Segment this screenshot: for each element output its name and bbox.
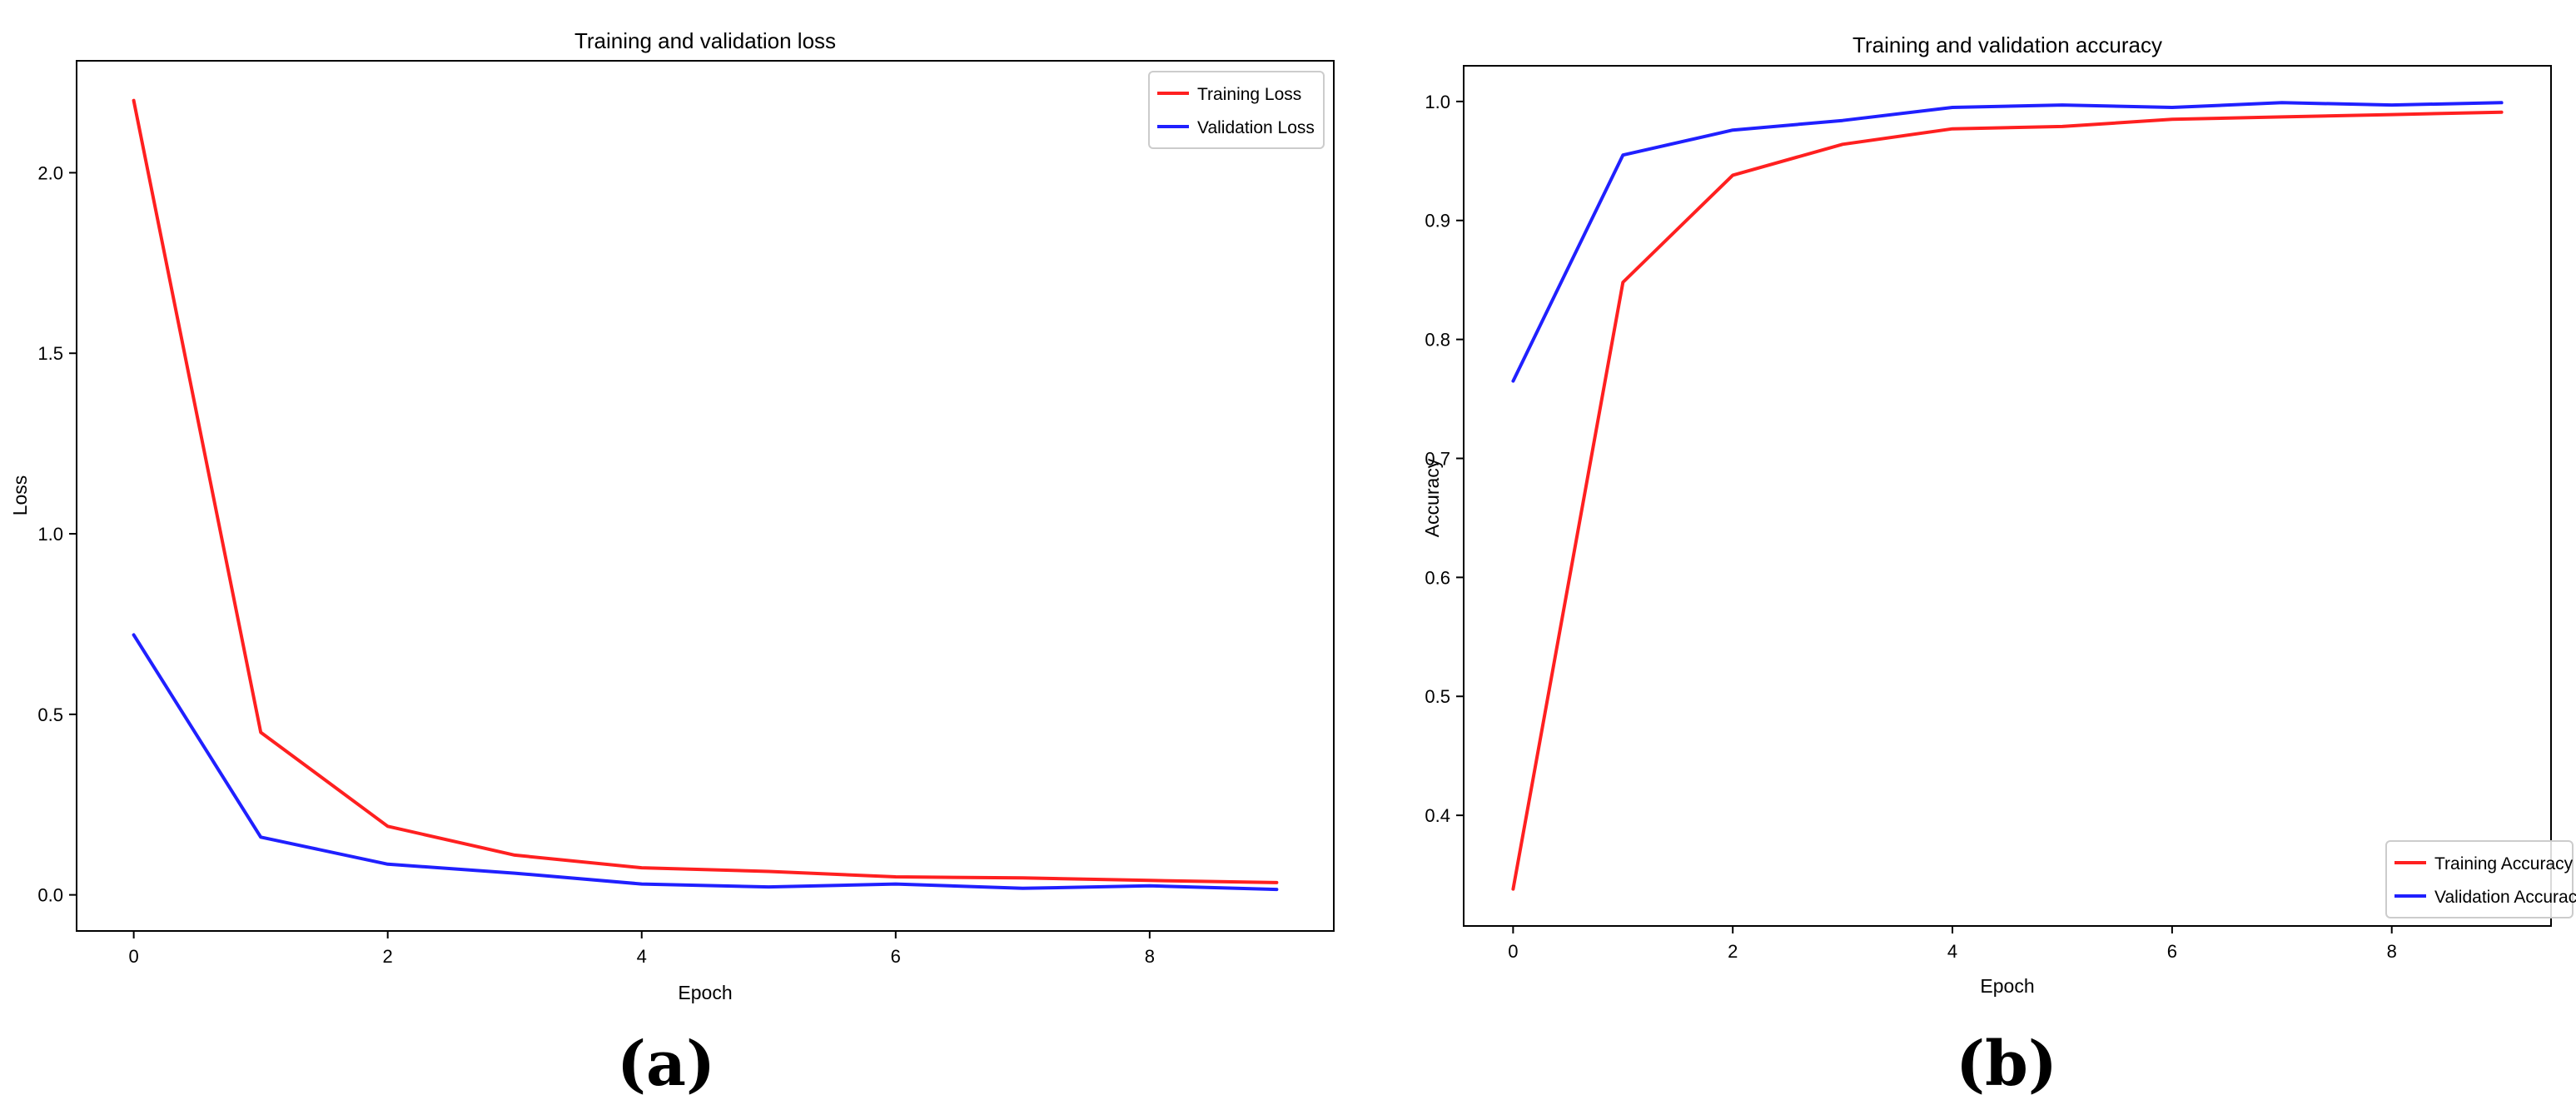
legend-label: Training Accuracy [2434,854,2574,874]
chart-title: Training and validation accuracy [1852,32,2162,57]
y-tick-label: 0.0 [37,885,63,906]
x-tick-label: 6 [2167,941,2177,962]
x-tick-label: 0 [1508,941,1518,962]
legend-label: Validation Loss [1197,118,1315,137]
y-tick-label: 0.9 [1425,211,1450,231]
x-axis-label: Epoch [678,982,732,1003]
x-tick-label: 0 [129,946,139,967]
y-axis-label: Loss [9,475,31,516]
y-tick-label: 1.5 [37,343,63,364]
accuracy-chart: Training and validation accuracy 0 2 4 6 8 0.4… [1421,32,2576,997]
y-tick-label: 1.0 [37,524,63,545]
series-line-validation-accuracy [1511,101,2504,383]
legend-label: Training Loss [1197,85,1301,104]
x-tick-label: 6 [891,946,901,967]
x-tick-label: 2 [1728,941,1738,962]
series-line-validation-loss [132,633,1279,892]
x-tick-label: 4 [1947,941,1957,962]
x-tick-label: 8 [1145,946,1155,967]
y-tick-label: 2.0 [37,162,63,183]
plot-frame [76,60,1335,932]
legend-label: Validation Accuracy [2434,888,2576,907]
loss-chart: Training and validation loss 0 2 4 6 8 0.0 0.5 1… [9,28,1335,1003]
x-tick-label: 8 [2387,941,2397,962]
y-tick-label: 0.8 [1425,330,1450,351]
x-tick-label: 4 [637,946,647,967]
y-axis-label: Accuracy [1421,458,1443,537]
plot-frame [1463,65,2552,927]
chart-title: Training and validation loss [574,28,836,53]
panel-label-b: (b) [1956,1028,2057,1100]
x-axis-label: Epoch [1980,975,2034,997]
y-tick-label: 0.5 [37,704,63,725]
legend-box [1148,71,1325,149]
y-tick-label: 0.4 [1425,805,1450,826]
panel-label-a: (a) [617,1028,715,1100]
series-line-training-accuracy [1511,110,2504,891]
y-tick-label: 0.6 [1425,567,1450,588]
y-tick-label: 0.5 [1425,686,1450,707]
series-line-training-loss [132,98,1279,884]
y-tick-label: 0.7 [1425,448,1450,469]
legend-box [2385,840,2574,918]
x-tick-label: 2 [383,946,393,967]
y-tick-label: 1.0 [1425,92,1450,112]
